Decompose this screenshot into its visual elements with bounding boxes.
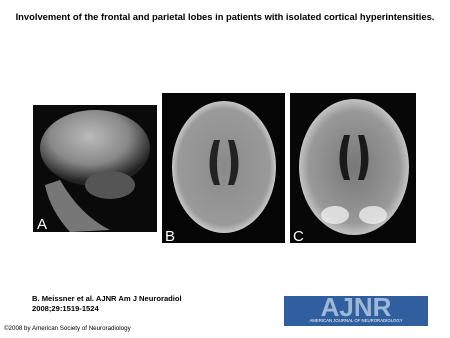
slide-title: Involvement of the frontal and parietal …	[15, 11, 435, 22]
panel-c: C	[290, 93, 416, 245]
panel-b: B	[162, 93, 285, 245]
logo-text: AJNR	[321, 292, 392, 322]
citation: B. Meissner et al. AJNR Am J Neuroradiol…	[32, 294, 182, 313]
panel-a: A	[33, 105, 157, 233]
panel-label: B	[165, 228, 175, 245]
journal-logo: AJNR AMERICAN JOURNAL OF NEURORADIOLOGY	[284, 292, 428, 326]
panel-label: A	[37, 216, 47, 233]
copyright: ©2008 by American Society of Neuroradiol…	[4, 325, 131, 332]
panel-label: C	[293, 228, 304, 245]
logo-subtext: AMERICAN JOURNAL OF NEURORADIOLOGY	[309, 318, 402, 323]
